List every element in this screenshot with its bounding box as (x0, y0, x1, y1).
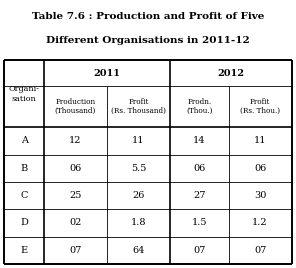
Text: 11: 11 (254, 136, 266, 146)
Text: 1.2: 1.2 (252, 218, 268, 228)
Text: 07: 07 (254, 246, 266, 255)
Text: B: B (21, 164, 28, 173)
Text: A: A (21, 136, 28, 146)
Text: Profit
(Rs. Thou.): Profit (Rs. Thou.) (240, 98, 280, 115)
Text: 27: 27 (193, 191, 205, 200)
Text: 25: 25 (69, 191, 82, 200)
Text: 06: 06 (193, 164, 205, 173)
Text: 11: 11 (132, 136, 145, 146)
Text: 5.5: 5.5 (131, 164, 146, 173)
Text: 12: 12 (69, 136, 82, 146)
Text: Production
(Thousand): Production (Thousand) (55, 98, 96, 115)
Text: C: C (20, 191, 28, 200)
Text: 2011: 2011 (94, 69, 120, 77)
Text: Table 7.6 : Production and Profit of Five: Table 7.6 : Production and Profit of Fiv… (32, 12, 264, 21)
Text: D: D (20, 218, 28, 228)
Text: 1.8: 1.8 (131, 218, 146, 228)
Text: 07: 07 (193, 246, 205, 255)
Text: 64: 64 (132, 246, 145, 255)
Text: 06: 06 (69, 164, 82, 173)
Text: 30: 30 (254, 191, 266, 200)
Text: 1.5: 1.5 (192, 218, 207, 228)
Text: 06: 06 (254, 164, 266, 173)
Text: Different Organisations in 2011-12: Different Organisations in 2011-12 (46, 36, 250, 45)
Text: 14: 14 (193, 136, 205, 146)
Text: 2012: 2012 (217, 69, 244, 77)
Text: E: E (21, 246, 28, 255)
Text: Profit
(Rs. Thousand): Profit (Rs. Thousand) (111, 98, 166, 115)
Text: Organi-
sation: Organi- sation (9, 85, 40, 103)
Text: 26: 26 (132, 191, 145, 200)
Text: Prodn.
(Thou.): Prodn. (Thou.) (186, 98, 213, 115)
Text: 02: 02 (69, 218, 82, 228)
Text: 07: 07 (69, 246, 82, 255)
